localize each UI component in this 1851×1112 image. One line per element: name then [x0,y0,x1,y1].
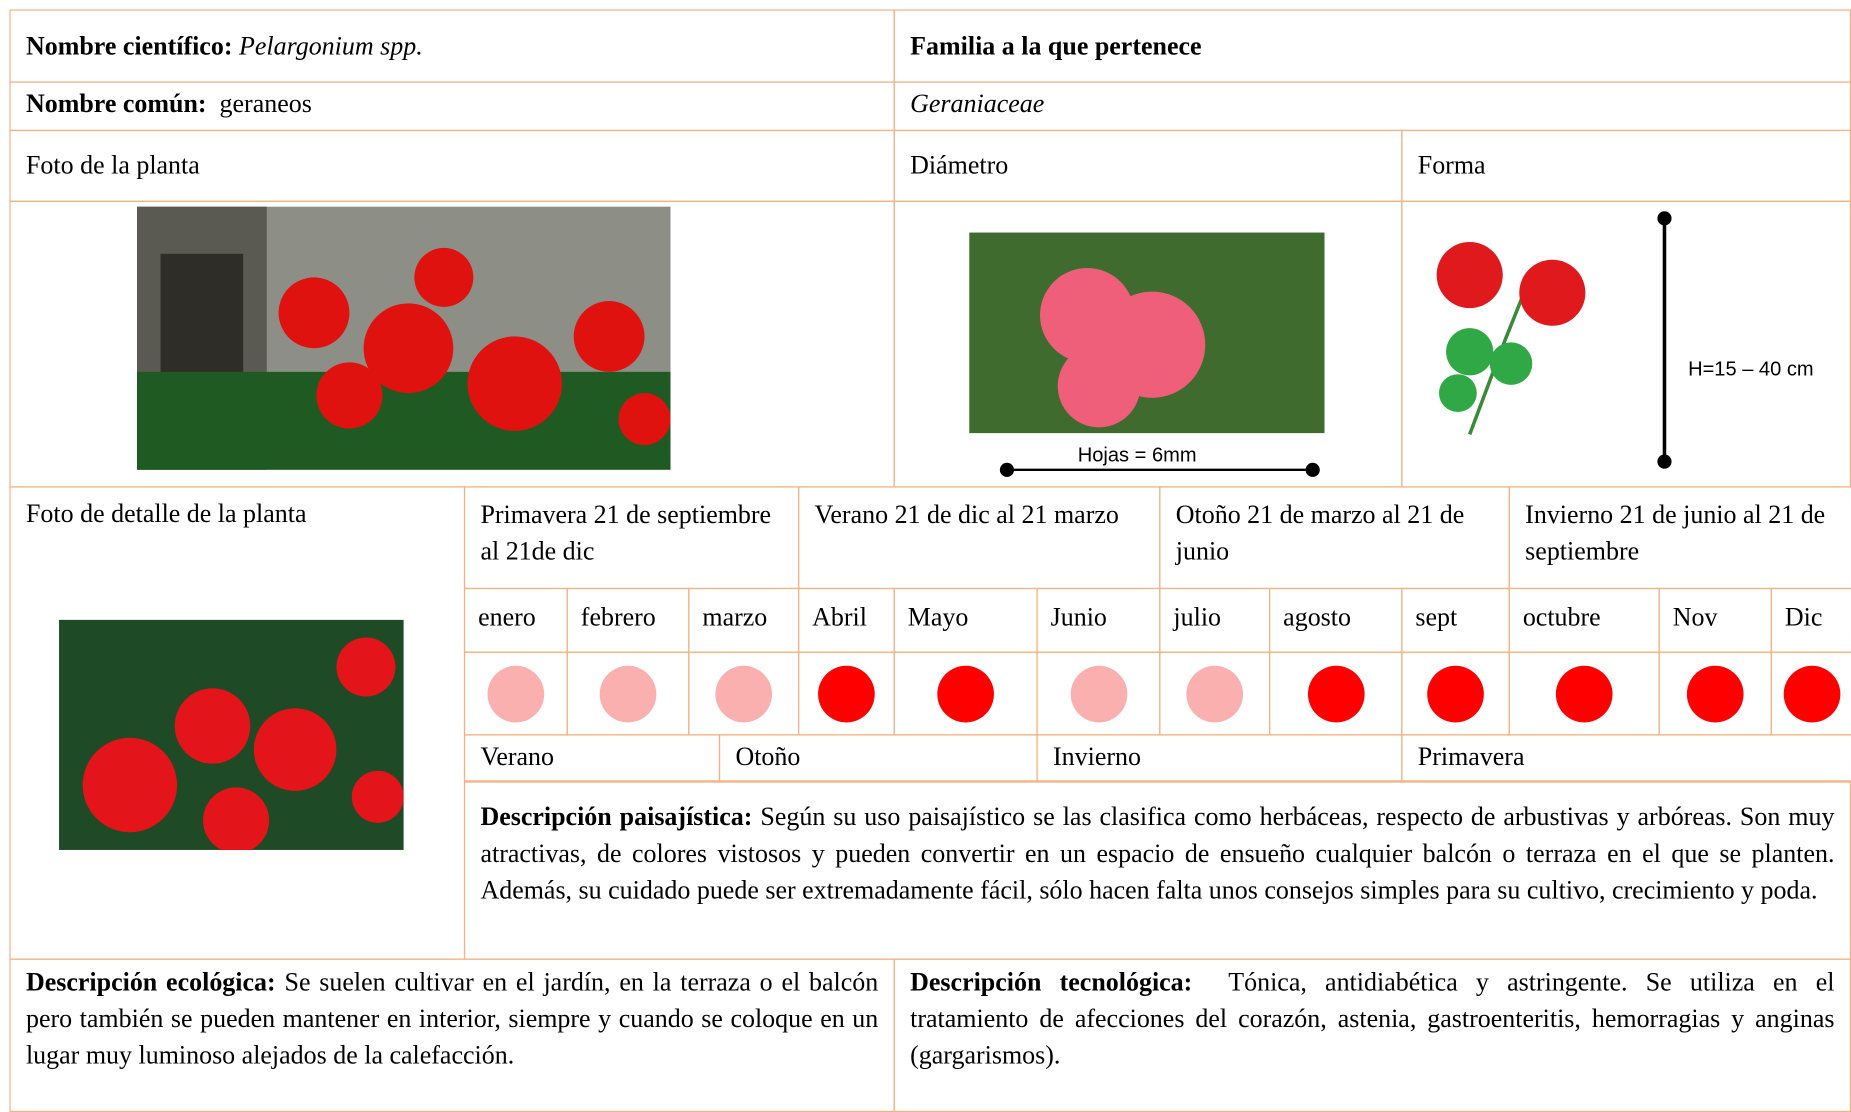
value: Pelargonium spp. [238,30,423,61]
season-header: Invierno 21 de junio al 21 de septiembre [1508,486,1851,590]
month: julio [1159,587,1271,653]
month: Abril [798,587,895,653]
cell: Descripción tecnológica: Tónica, antidia… [893,958,1851,1112]
month: Mayo [893,587,1038,653]
season: Verano [463,734,721,783]
season-header: Verano 21 de dic al 21 marzo [798,486,1161,590]
season: Otoño [718,734,1038,783]
flowering-dot [1307,665,1365,722]
month: Junio [1036,587,1161,653]
cell: Familia a la que pertenece [893,9,1851,83]
height-marker [1657,211,1672,469]
label: Foto de detalle de la planta [25,498,307,528]
flowering-cell [566,651,690,736]
season-header: Primavera 21 de septiembre al 21de dic [463,486,800,590]
text: Según su uso paisajístico se las clasifi… [480,801,1835,905]
month: sept [1401,587,1510,653]
month: Nov [1658,587,1772,653]
flowering-cell [688,651,800,736]
flowering-cell [1159,651,1271,736]
label: Nombre común: [25,88,207,119]
flowering-cell [893,651,1038,736]
label: Foto de la planta [25,149,200,180]
shape-drawing [1436,241,1586,436]
plant-photo [136,206,671,470]
cell: Descripción ecológica: Se suelen cultiva… [9,958,895,1112]
month: octubre [1508,587,1660,653]
flowering-dot [715,665,773,722]
flowering-cell [798,651,895,736]
cell: Geraniaceae [893,81,1851,132]
month: agosto [1269,587,1403,653]
value: Geraniaceae [910,88,1045,119]
diameter-photo [969,232,1325,434]
detail-photo [59,619,404,850]
season: Invierno [1036,734,1403,783]
flowering-dot [1783,665,1840,722]
label: Descripción paisajística: [480,801,753,832]
month: febrero [566,587,690,653]
cell: Forma [1401,129,1851,202]
flowering-cell [1658,651,1772,736]
month: Dic [1770,587,1851,653]
season: Primavera [1401,734,1851,783]
flowering-dot [818,665,875,722]
label: Descripción ecológica: [25,966,276,997]
flowering-dot [599,665,657,722]
flowering-cell [1508,651,1660,736]
cell: Foto de la planta [9,129,895,202]
value: geraneos [219,88,312,119]
annotation: H=15 – 40 cm [1688,357,1814,381]
diameter-marker [999,462,1320,477]
label: Forma [1417,149,1486,180]
flowering-dot [1186,665,1244,722]
flowering-cell [1036,651,1161,736]
flowering-cell [1401,651,1510,736]
label: Diámetro [910,149,1009,180]
flowering-dot [937,665,994,722]
label: Descripción tecnológica: [910,966,1193,997]
flowering-dot [1686,665,1744,722]
flowering-cell [463,651,568,736]
month: enero [463,587,568,653]
cell: Descripción paisajística: Según su uso p… [463,780,1851,960]
flowering-cell [1770,651,1851,736]
flowering-dot [487,665,545,722]
cell: Nombre científico: Pelargonium spp. [9,9,895,83]
label: Familia a la que pertenece [910,30,1202,61]
flowering-dot [1427,665,1484,722]
label: Nombre científico: [25,30,233,61]
flowering-cell [1269,651,1403,736]
cell: Nombre común: geraneos [9,81,895,132]
flowering-dot [1555,665,1613,722]
season-header: Otoño 21 de marzo al 21 de junio [1159,486,1510,590]
text: Se suelen cultivar en el jardín, en la t… [25,966,879,1070]
cell: Diámetro [893,129,1403,202]
flowering-dot [1070,665,1127,722]
month: marzo [688,587,800,653]
annotation: Hojas = 6mm [1077,443,1197,467]
text: Tónica, antidiabética y astringente. Se … [910,966,1835,1070]
